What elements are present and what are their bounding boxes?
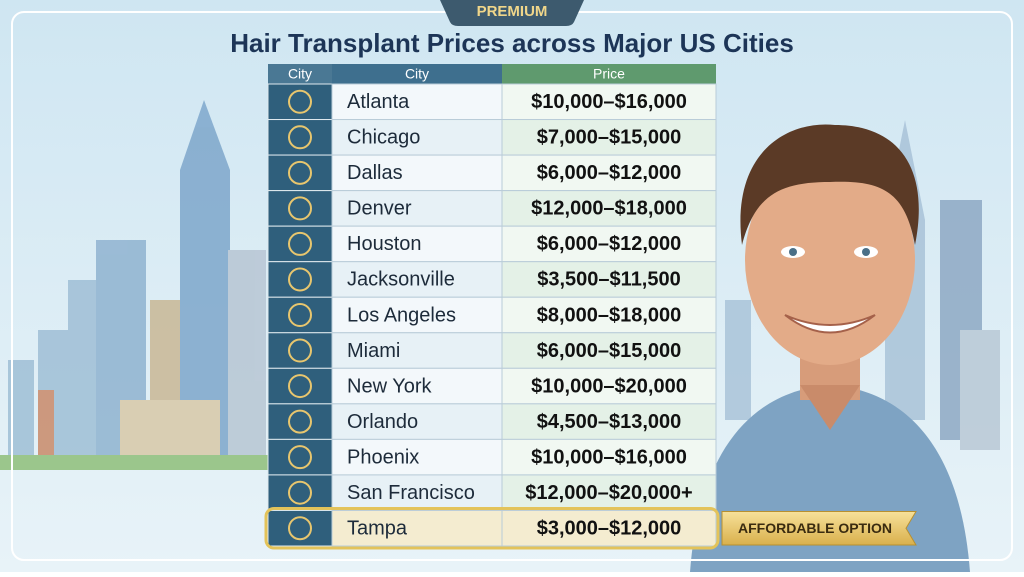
city-name: Dallas [347,162,403,184]
icon-cell [267,83,333,121]
header-price [502,64,716,84]
city-name: Phoenix [347,446,419,468]
city-cell [331,190,503,227]
row-icon [288,231,312,256]
icon-cell [267,367,333,405]
row-icon [288,445,312,470]
badge: PREMIUM [477,3,548,20]
icon-cell [267,119,333,156]
row-icon [288,303,312,327]
header-icon-col [268,64,332,84]
price-cell [501,119,717,156]
price-range: $6,000–$12,000 [537,162,682,184]
row-icon [288,125,312,150]
city-cell [331,438,503,476]
callout-ribbon [721,510,917,546]
skyline [0,100,268,470]
row-icon [288,160,312,185]
icon-cell [267,438,333,476]
price-range: $12,000–$18,000 [531,198,687,220]
city-cell [331,225,503,263]
icon-cell [267,332,333,369]
price-range: $3,000–$12,000 [537,518,682,540]
icon-cell [267,296,333,334]
city-cell [331,403,503,440]
price-range: $4,500–$13,000 [537,411,682,433]
city-cell [331,261,503,298]
row-icon [288,374,312,399]
column-header: Price [593,66,625,82]
icon-cell [267,261,333,298]
icon-cell [267,190,333,227]
highlight-border [264,506,720,550]
price-range: $10,000–$20,000 [531,375,687,397]
city-name: Orlando [347,411,418,433]
price-range: $6,000–$12,000 [537,233,682,255]
price-cell [501,190,717,227]
icon-cell [267,225,333,263]
icon-cell [267,154,333,192]
column-header: City [288,66,312,82]
row-icon [288,338,312,363]
price-cell [501,332,717,369]
city-name: New York [347,375,432,397]
column-header: City [405,66,429,82]
price-range: $3,500–$11,500 [537,269,681,291]
price-cell [501,225,717,263]
price-cell [501,296,717,334]
price-range: $10,000–$16,000 [531,446,687,468]
price-cell [501,509,717,547]
icon-cell [267,474,333,511]
price-cell [501,261,717,298]
price-range: $6,000–$15,000 [537,340,682,362]
city-name: Miami [347,340,400,362]
row-icon [288,480,312,505]
icon-cell [267,403,333,440]
city-name: Chicago [347,127,420,149]
city-name: Los Angeles [347,304,456,326]
city-cell [331,509,503,547]
price-range: $7,000–$15,000 [537,127,682,149]
callout: AFFORDABLE OPTION [738,520,892,536]
price-cell [501,154,717,192]
price-table: City City Price Atlanta $10,000–$16,000 Chica… [264,64,917,550]
row-icon [288,516,312,541]
price-range: $10,000–$16,000 [531,91,687,113]
badge-shape [440,0,584,26]
city-name: Houston [347,233,422,255]
row-icon [288,89,312,114]
icon-cell [267,509,333,547]
city-name: Atlanta [347,91,410,113]
header-city [332,64,502,84]
city-cell [331,367,503,405]
row-icon [288,267,312,292]
city-name: Tampa [347,518,408,540]
title: Hair Transplant Prices across Major US C… [230,28,794,58]
price-range: $8,000–$18,000 [537,304,682,326]
city-name: San Francisco [347,482,475,504]
city-cell [331,119,503,156]
price-cell [501,83,717,121]
row-icon [288,196,312,221]
city-cell [331,474,503,511]
price-range: $12,000–$20,000+ [525,482,692,504]
row-icon [288,409,312,434]
city-cell [331,83,503,121]
city-name: Denver [347,198,412,220]
city-name: Jacksonville [347,269,455,291]
